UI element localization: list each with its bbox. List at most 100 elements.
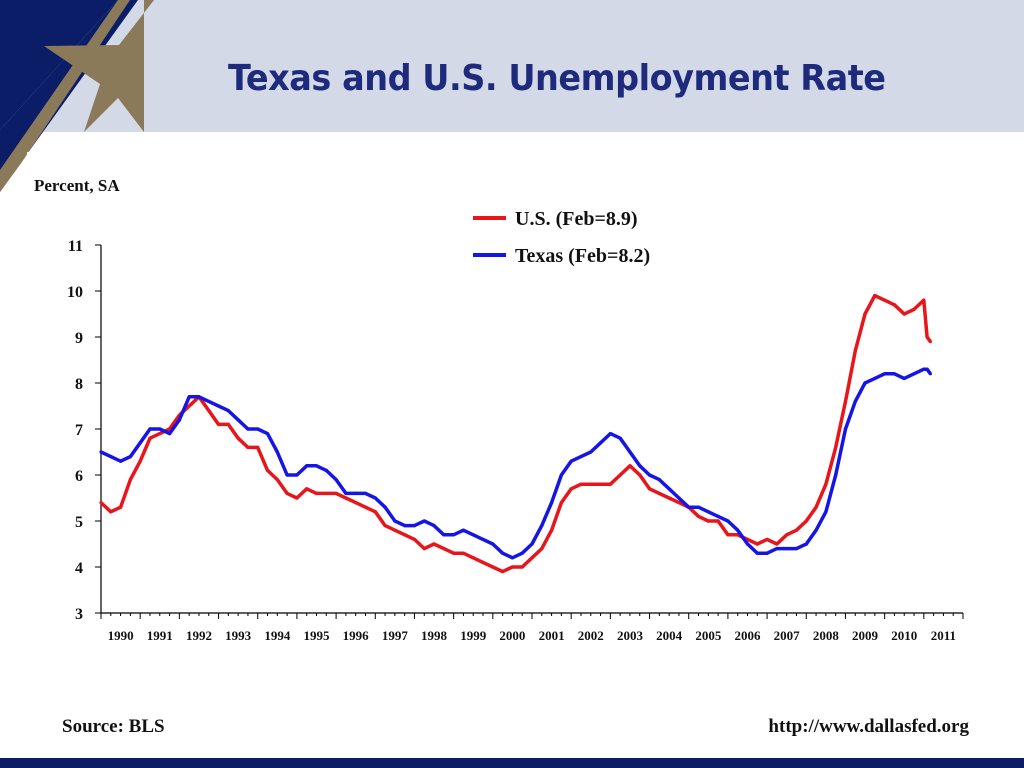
x-tick-label: 1990	[108, 628, 134, 643]
series-point	[167, 432, 172, 436]
series-point	[598, 482, 603, 486]
series-point	[285, 491, 289, 495]
x-tick-label: 2006	[735, 628, 762, 643]
series-point	[579, 455, 583, 459]
series-point	[549, 528, 554, 532]
x-tick-label: 2001	[539, 628, 565, 643]
series-point	[236, 418, 240, 422]
series-point	[432, 542, 436, 546]
series-point	[706, 519, 710, 523]
y-tick-label: 3	[75, 606, 83, 623]
series-point	[589, 450, 593, 454]
series-point	[403, 524, 407, 528]
series-point	[491, 542, 495, 546]
series-point	[677, 501, 681, 505]
y-tick-label: 4	[75, 560, 83, 577]
series-point	[530, 556, 534, 560]
series-point	[295, 496, 299, 500]
series-point	[765, 537, 769, 542]
series-point	[128, 478, 132, 482]
series-point	[432, 524, 436, 528]
series-point	[628, 464, 632, 468]
x-tick-label: 1993	[225, 628, 252, 643]
series-point	[422, 519, 426, 523]
y-tick-label: 11	[68, 238, 83, 255]
series-point	[118, 505, 123, 509]
series-point	[510, 556, 515, 560]
series-point	[687, 505, 691, 509]
series-point	[344, 491, 348, 495]
series-point	[863, 381, 867, 385]
series-point	[109, 455, 113, 459]
series-point	[226, 409, 230, 413]
series-point	[403, 533, 407, 537]
series-point	[481, 560, 485, 565]
chart-axes: 3 4 5 6 7 8 9 10 11 1990 1991 1992 1993 1994 1995 1996 1…	[67, 238, 964, 643]
chart-legend: U.S. (Feb=8.9) Texas (Feb=8.2)	[473, 208, 650, 267]
series-point	[785, 533, 789, 537]
series-point	[873, 376, 877, 380]
series-point	[314, 491, 319, 495]
x-tick-label: 2002	[578, 628, 604, 643]
series-point	[853, 399, 857, 403]
series-point	[569, 487, 573, 491]
series-point	[853, 349, 857, 353]
slide-title: Texas and U.S. Unemployment Rate	[228, 58, 886, 99]
series-point	[530, 542, 534, 546]
series-point	[608, 432, 612, 436]
x-tick-label: 2011	[931, 628, 956, 643]
series-point	[510, 565, 515, 569]
series-point	[452, 533, 456, 537]
series-point	[540, 547, 544, 551]
series-point	[158, 432, 162, 436]
series-point	[814, 505, 818, 509]
x-tick-label: 1998	[421, 628, 448, 643]
series-point	[892, 303, 897, 307]
series-point	[785, 547, 789, 551]
series-point	[775, 542, 779, 546]
series-point	[305, 464, 309, 468]
series-point	[794, 528, 799, 532]
x-tick-label: 1996	[343, 628, 370, 643]
series-point	[736, 528, 740, 532]
series-point	[334, 491, 338, 495]
y-tick-label: 6	[75, 468, 83, 485]
star-ray-shape	[0, 0, 130, 192]
y-tick-label: 7	[75, 422, 83, 439]
legend-label: U.S. (Feb=8.9)	[515, 208, 638, 230]
series-point	[452, 551, 456, 555]
series-point	[549, 501, 554, 505]
series-point	[804, 519, 808, 523]
series-point	[569, 459, 573, 463]
star-icon	[44, 0, 154, 132]
series-point	[275, 450, 279, 454]
series-point	[383, 524, 387, 528]
series-point	[638, 464, 642, 468]
series-point	[285, 473, 289, 477]
series-point	[657, 491, 661, 495]
series-point	[138, 441, 142, 445]
chart-panel	[27, 152, 1024, 758]
y-tick-label: 10	[67, 284, 83, 301]
x-tick-label: 2009	[852, 628, 879, 643]
x-tick-label: 2008	[813, 628, 840, 643]
series-point	[755, 542, 759, 546]
series-point	[925, 335, 929, 339]
series-point	[158, 427, 162, 431]
series-point	[226, 422, 230, 426]
series-point	[442, 533, 446, 537]
series-point	[383, 505, 387, 509]
series-point	[461, 528, 466, 532]
series-point	[824, 510, 828, 514]
series-point	[745, 542, 750, 546]
x-tick-label: 2000	[499, 628, 525, 643]
series-point	[422, 547, 426, 551]
series-point	[716, 514, 720, 519]
series-point	[775, 547, 779, 551]
series-point	[912, 372, 916, 376]
x-tick-label: 1992	[186, 628, 212, 643]
series-point	[99, 501, 103, 505]
series-point	[716, 519, 720, 523]
series-point	[99, 450, 103, 454]
series-point	[187, 395, 191, 399]
